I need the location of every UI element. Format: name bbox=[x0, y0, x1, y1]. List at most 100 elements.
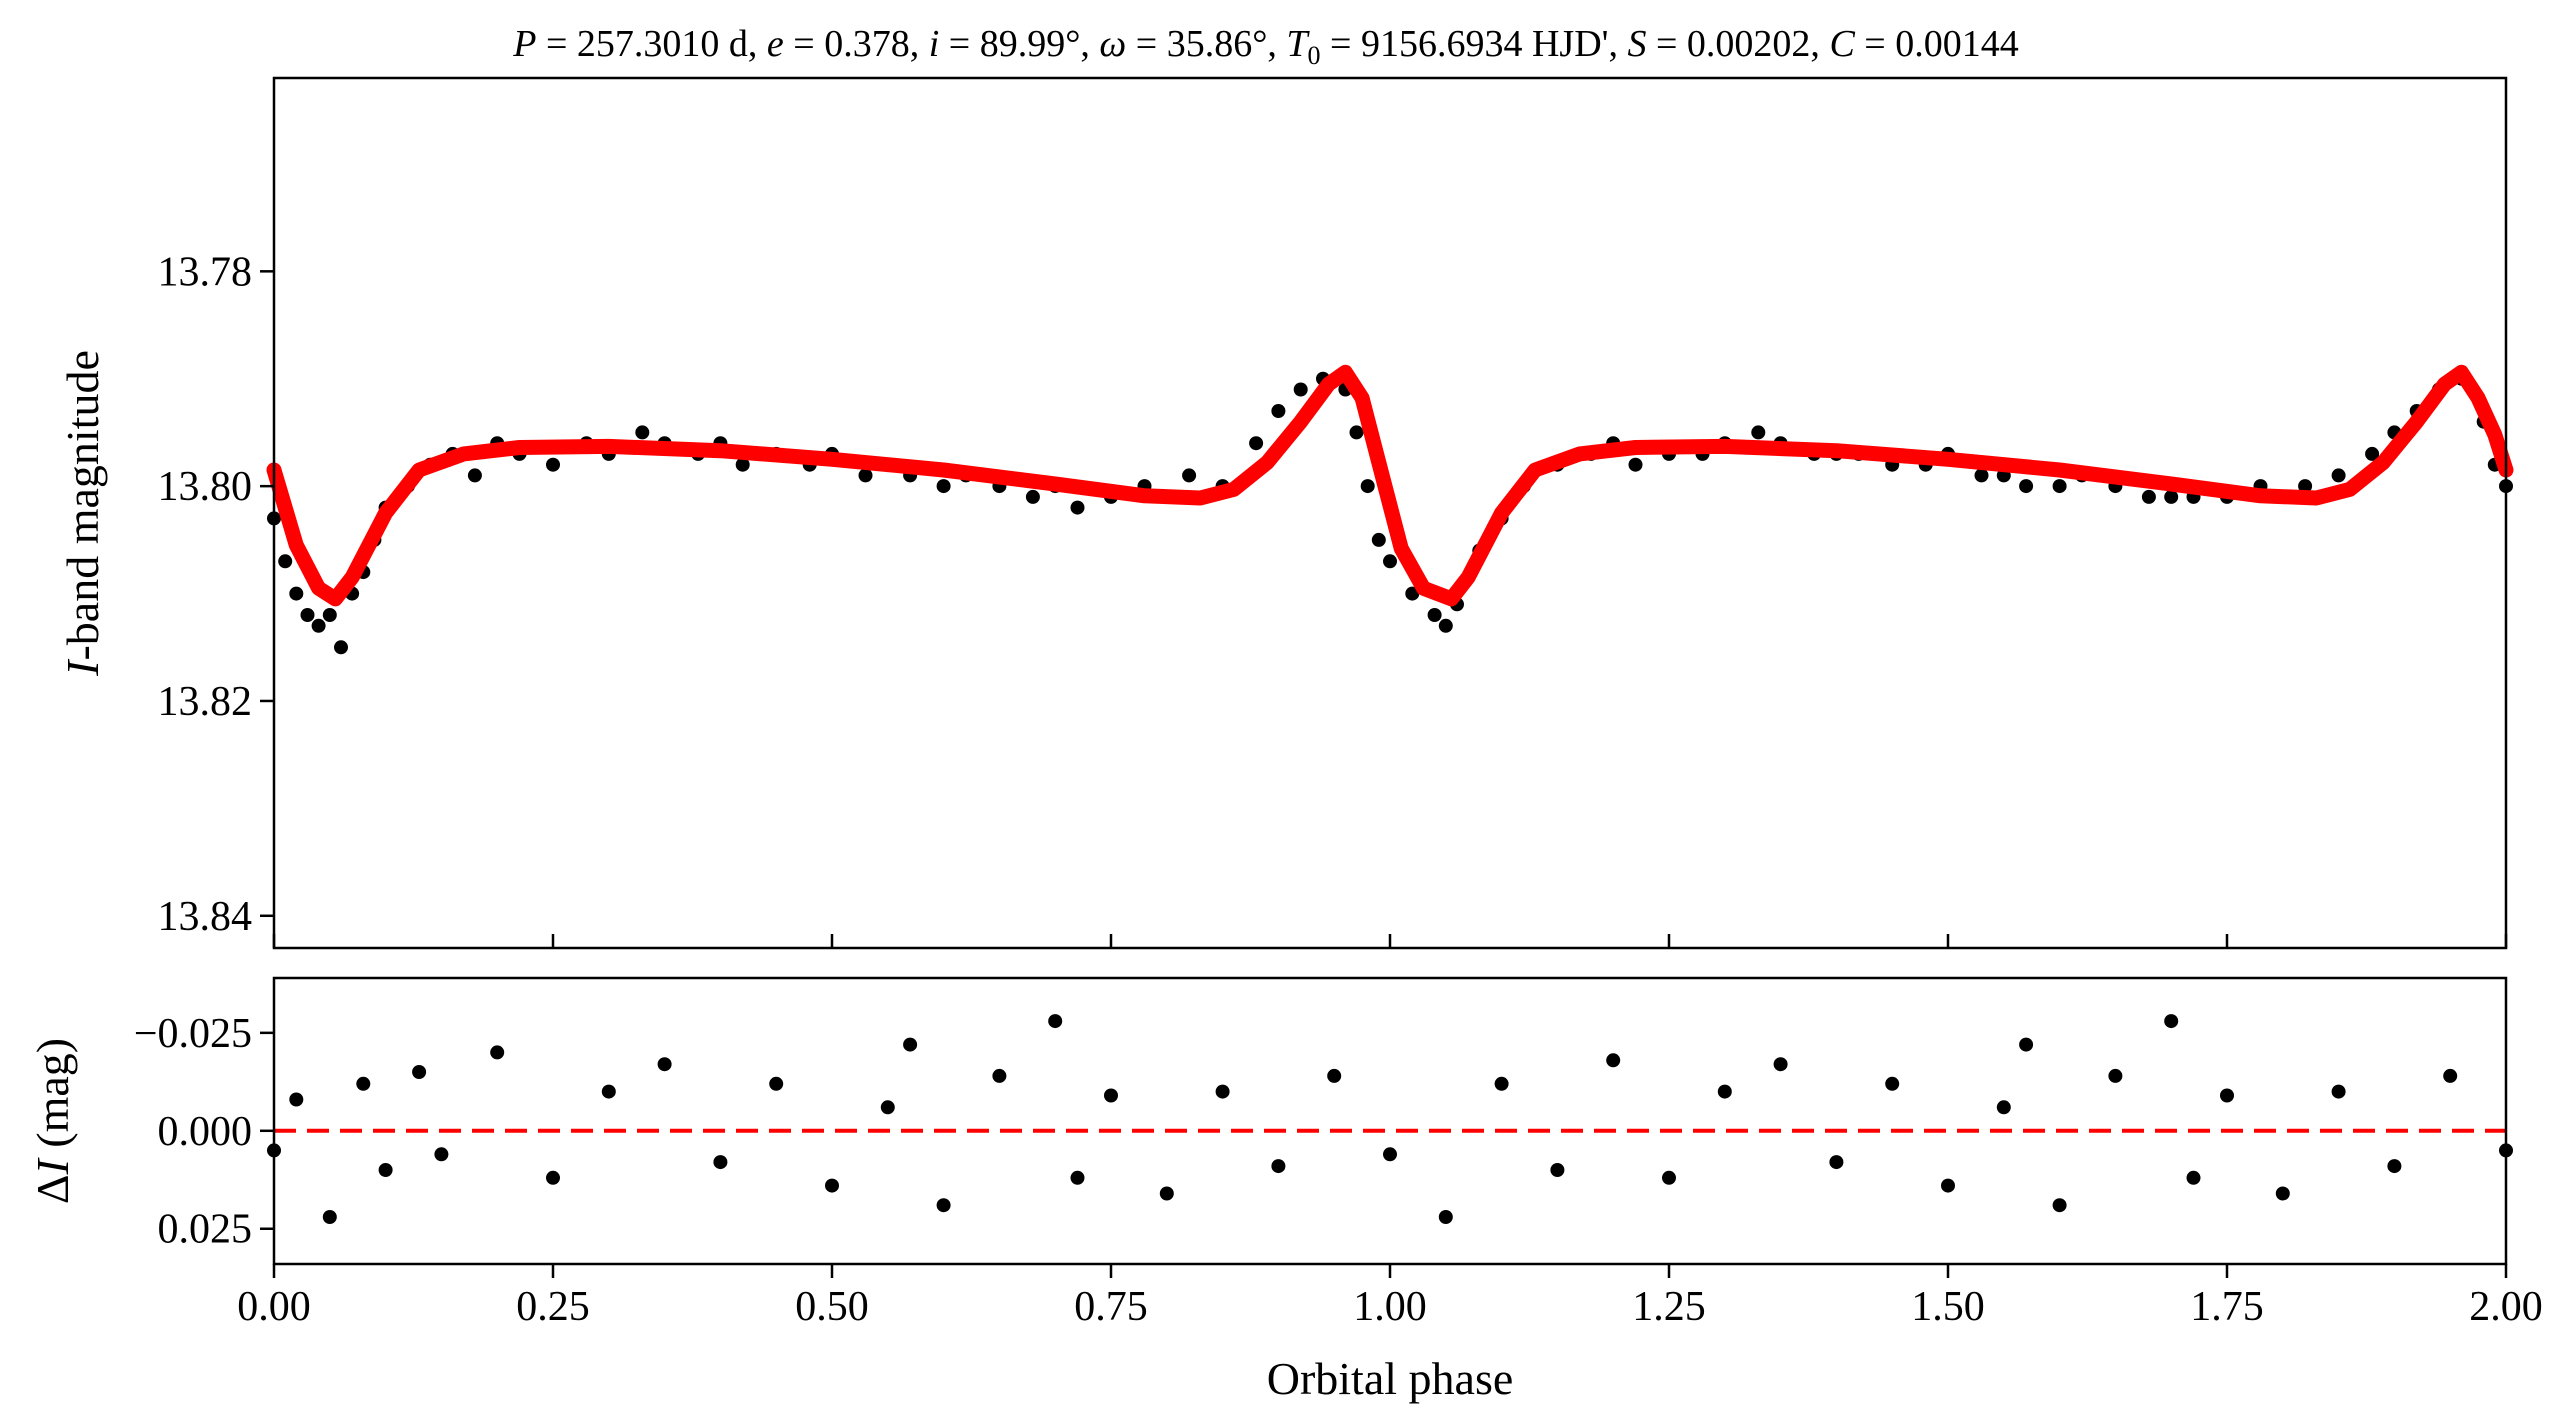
data-point bbox=[300, 608, 315, 622]
residual-point bbox=[1383, 1147, 1397, 1162]
data-point bbox=[334, 640, 348, 655]
data-point bbox=[1360, 479, 1375, 494]
chart-title: P = 257.3010 d, e = 0.378, i = 89.99°, ω… bbox=[512, 23, 2018, 70]
data-point bbox=[1974, 468, 1989, 483]
data-point bbox=[1383, 554, 1397, 569]
data-point bbox=[1751, 425, 1766, 440]
residual-point bbox=[2186, 1170, 2201, 1185]
data-point bbox=[546, 457, 560, 472]
residual-point bbox=[825, 1178, 839, 1193]
residual-point bbox=[2331, 1084, 2346, 1099]
data-point bbox=[322, 608, 337, 622]
data-point bbox=[1349, 425, 1364, 440]
residual-point bbox=[1327, 1068, 1342, 1083]
data-point bbox=[1025, 489, 1040, 504]
residual-point bbox=[546, 1170, 560, 1185]
residual-point bbox=[412, 1065, 427, 1079]
residual-point bbox=[2108, 1068, 2123, 1083]
residual-point bbox=[657, 1057, 672, 1072]
lightcurve-ylabel: I-band magnitude bbox=[57, 350, 108, 677]
x-tick-label: 1.25 bbox=[1632, 1284, 1706, 1330]
residual-point bbox=[1606, 1053, 1621, 1068]
residual-point bbox=[2052, 1198, 2067, 1213]
residual-point bbox=[378, 1163, 393, 1177]
residual-point bbox=[903, 1037, 918, 1052]
data-point bbox=[2298, 479, 2313, 494]
y-tick-label: 13.84 bbox=[158, 894, 253, 940]
residual-point bbox=[434, 1147, 449, 1162]
residual-point bbox=[1773, 1057, 1788, 1072]
residual-point bbox=[1996, 1100, 2011, 1115]
residual-point bbox=[2275, 1186, 2290, 1201]
residual-point bbox=[2220, 1088, 2234, 1103]
data-point bbox=[2019, 479, 2034, 494]
x-axis-label: Orbital phase bbox=[1267, 1353, 1514, 1404]
x-tick-label: 1.00 bbox=[1353, 1284, 1427, 1330]
residual-point bbox=[1438, 1210, 1453, 1224]
residual-point bbox=[1215, 1084, 1230, 1099]
lightcurve-ticks: 13.78 13.80 13.82 13.84 bbox=[158, 249, 2508, 948]
y-tick-label: 13.78 bbox=[158, 249, 253, 295]
residual-point bbox=[1070, 1170, 1085, 1185]
x-tick-label: 0.75 bbox=[1074, 1284, 1148, 1330]
residual-point bbox=[1550, 1163, 1565, 1177]
residual-point bbox=[322, 1210, 337, 1224]
data-point bbox=[858, 468, 873, 483]
data-point bbox=[2052, 479, 2067, 494]
residuals-ylabel: ΔI (mag) bbox=[27, 1038, 78, 1204]
data-point bbox=[2331, 468, 2346, 483]
residual-point bbox=[601, 1084, 616, 1099]
y-tick-label: −0.025 bbox=[134, 1011, 252, 1057]
residual-point bbox=[1829, 1155, 1844, 1170]
residual-point bbox=[1717, 1084, 1732, 1099]
residual-point bbox=[936, 1198, 951, 1213]
residual-point bbox=[289, 1092, 304, 1107]
data-point bbox=[2141, 489, 2156, 504]
residual-point bbox=[1271, 1159, 1286, 1174]
data-point bbox=[1405, 586, 1420, 601]
x-tick-label: 0.25 bbox=[516, 1284, 590, 1330]
data-point bbox=[311, 618, 326, 633]
residual-point bbox=[992, 1068, 1007, 1083]
y-tick-label: 0.025 bbox=[158, 1207, 253, 1253]
residuals-ticks: −0.025 0.000 0.025 0.00 0.25 0.50 0.75 1.00 1.25… bbox=[134, 1011, 2543, 1330]
residual-point bbox=[2164, 1014, 2179, 1029]
residual-point bbox=[1941, 1178, 1955, 1193]
lightcurve-panel: 13.78 13.80 13.82 13.84 I-band magnitude bbox=[57, 76, 2514, 950]
data-point bbox=[278, 554, 293, 569]
data-point bbox=[2365, 446, 2380, 461]
data-point bbox=[1070, 500, 1085, 515]
residual-point bbox=[2387, 1159, 2402, 1174]
x-tick-label: 1.75 bbox=[2190, 1284, 2264, 1330]
data-point bbox=[1628, 457, 1643, 472]
y-tick-label: 13.82 bbox=[158, 679, 253, 725]
data-point bbox=[1249, 436, 1264, 451]
residual-point bbox=[2443, 1068, 2458, 1083]
residual-point bbox=[1159, 1186, 1174, 1201]
residual-point bbox=[1662, 1170, 1676, 1185]
data-point bbox=[289, 586, 304, 601]
data-point bbox=[735, 457, 750, 472]
residual-point bbox=[1885, 1076, 1900, 1091]
residual-point bbox=[2019, 1037, 2034, 1052]
data-point bbox=[635, 425, 650, 440]
data-point bbox=[936, 479, 951, 494]
model-line bbox=[266, 364, 2514, 607]
data-point bbox=[467, 468, 482, 483]
residual-point bbox=[1494, 1076, 1509, 1091]
data-point bbox=[1293, 382, 1308, 397]
residual-point bbox=[1048, 1014, 1063, 1029]
data-point bbox=[1271, 404, 1286, 418]
x-tick-label: 0.50 bbox=[795, 1284, 869, 1330]
data-point bbox=[1371, 532, 1386, 547]
data-point bbox=[2164, 489, 2179, 504]
data-point bbox=[1182, 468, 1197, 483]
data-point bbox=[1427, 608, 1442, 622]
residual-point bbox=[490, 1045, 505, 1060]
x-tick-label: 0.00 bbox=[237, 1284, 311, 1330]
residual-point bbox=[356, 1076, 371, 1091]
residual-point bbox=[1104, 1088, 1118, 1103]
y-tick-label: 13.80 bbox=[158, 464, 253, 510]
residual-point bbox=[880, 1100, 895, 1115]
